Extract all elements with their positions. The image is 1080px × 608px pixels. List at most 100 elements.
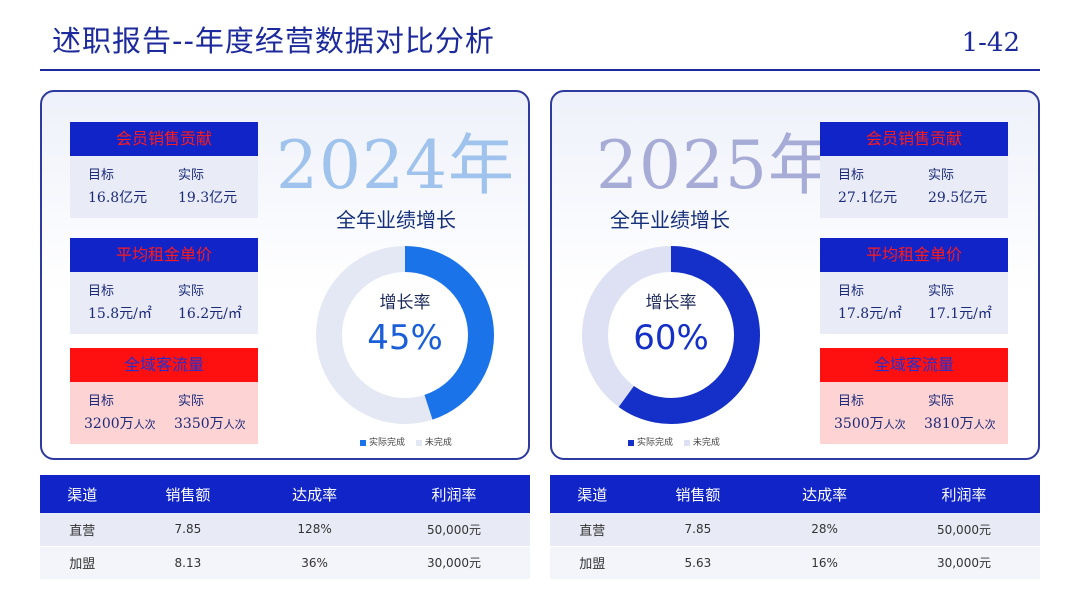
legend-undone: 未完成 [415, 438, 452, 448]
actual-value: 3350万人次 [174, 413, 246, 433]
actual-unit: 人次 [973, 418, 996, 431]
table-cell: 7.85 [634, 513, 762, 546]
target-value: 3200万人次 [84, 413, 156, 433]
table-row: 直营 7.85 128% 50,000元 [40, 513, 530, 546]
table-cell: 50,000元 [887, 513, 1040, 546]
target-value: 16.8亿元 [88, 190, 148, 206]
table-row: 加盟 5.63 16% 30,000元 [550, 545, 1040, 579]
donut-value: 60% [633, 318, 709, 358]
table-cell: 加盟 [550, 545, 635, 579]
table-cell: 30,000元 [377, 545, 530, 579]
col-channel: 渠道 [40, 475, 125, 513]
card-body: 目标 实际 17.8元/㎡ 17.1元/㎡ [820, 272, 1008, 334]
target-label: 目标 [88, 284, 115, 299]
card-traffic: 全域客流量 目标 实际 3200万人次 3350万人次 [70, 348, 258, 444]
target-label: 目标 [838, 168, 865, 183]
col-sales: 销售额 [124, 475, 252, 513]
card-avg-rent: 平均租金单价 目标 实际 17.8元/㎡ 17.1元/㎡ [820, 238, 1008, 334]
donut-completed-arc [618, 246, 760, 424]
card-body: 目标 实际 16.8亿元 19.3亿元 [70, 156, 258, 218]
col-sales: 销售额 [634, 475, 762, 513]
legend-undone-label: 未完成 [424, 438, 452, 448]
actual-label: 实际 [928, 168, 955, 183]
card-traffic: 全域客流量 目标 实际 3500万人次 3810万人次 [820, 348, 1008, 444]
legend-done-label: 实际完成 [637, 438, 674, 448]
actual-number: 3350万 [174, 416, 224, 432]
legend-done-label: 实际完成 [369, 438, 406, 448]
table-cell: 16% [761, 545, 888, 579]
col-profit: 利润率 [377, 475, 530, 513]
table-cell: 7.85 [124, 513, 252, 546]
card-title: 平均租金单价 [70, 238, 258, 272]
table-cell: 5.63 [634, 545, 762, 579]
legend-done-swatch [360, 439, 366, 446]
actual-label: 实际 [928, 394, 955, 409]
growth-subtitle: 全年业绩增长 [336, 208, 456, 232]
page-title: 述职报告--年度经营数据对比分析 [52, 24, 495, 58]
table-cell: 直营 [40, 513, 125, 546]
panel-2025: 2025年 全年业绩增长 增长率 60% 实际完成 未完成 会员销售贡献 目标 … [550, 90, 1040, 460]
actual-label: 实际 [178, 168, 205, 183]
year-heading: 2024年 [276, 127, 515, 204]
card-title: 会员销售贡献 [820, 122, 1008, 156]
legend-done-swatch [628, 439, 634, 446]
target-label: 目标 [838, 394, 865, 409]
col-achievement: 达成率 [251, 475, 378, 513]
target-label: 目标 [88, 394, 115, 409]
card-member-sales: 会员销售贡献 目标 实际 27.1亿元 29.5亿元 [820, 122, 1008, 218]
table-cell: 30,000元 [887, 545, 1040, 579]
donut-label: 增长率 [379, 293, 431, 313]
col-profit: 利润率 [887, 475, 1040, 513]
target-unit: 人次 [883, 418, 906, 431]
table-cell: 直营 [550, 513, 635, 546]
growth-subtitle: 全年业绩增长 [610, 208, 730, 232]
actual-value: 19.3亿元 [178, 190, 238, 206]
table-cell: 加盟 [40, 545, 125, 579]
table-cell: 8.13 [124, 545, 252, 579]
panel-2024: 会员销售贡献 目标 实际 16.8亿元 19.3亿元 平均租金单价 目标 实际 … [40, 90, 530, 460]
card-body: 目标 实际 15.8元/㎡ 16.2元/㎡ [70, 272, 258, 334]
actual-value: 16.2元/㎡ [178, 306, 242, 322]
card-body: 目标 实际 3500万人次 3810万人次 [820, 382, 1008, 444]
target-value: 27.1亿元 [838, 190, 898, 206]
legend-undone-swatch [683, 439, 690, 446]
legend-done: 实际完成 [628, 438, 673, 448]
actual-unit: 人次 [223, 418, 246, 431]
donut-legend: 实际完成 未完成 [360, 435, 460, 448]
card-title: 会员销售贡献 [70, 122, 258, 156]
growth-donut-chart [582, 246, 760, 424]
card-title: 全域客流量 [70, 348, 258, 382]
actual-label: 实际 [928, 284, 955, 299]
card-body: 目标 实际 3200万人次 3350万人次 [70, 382, 258, 444]
target-number: 3500万 [834, 416, 884, 432]
target-number: 3200万 [84, 416, 134, 432]
table-header-row: 渠道 销售额 达成率 利润率 [550, 475, 1040, 513]
legend-done: 实际完成 [360, 438, 405, 448]
target-label: 目标 [88, 168, 115, 183]
header-divider [40, 69, 1040, 71]
donut-value: 45% [367, 318, 443, 358]
legend-undone-label: 未完成 [692, 438, 720, 448]
table-cell: 36% [251, 545, 378, 579]
card-body: 目标 实际 27.1亿元 29.5亿元 [820, 156, 1008, 218]
actual-label: 实际 [178, 284, 205, 299]
channel-table-2024: 渠道 销售额 达成率 利润率 直营 7.85 128% 50,000元 加盟 8… [40, 475, 530, 579]
actual-value: 17.1元/㎡ [928, 306, 992, 322]
target-value: 15.8元/㎡ [88, 306, 152, 322]
actual-value: 3810万人次 [924, 413, 996, 433]
card-title: 平均租金单价 [820, 238, 1008, 272]
actual-label: 实际 [178, 394, 205, 409]
target-label: 目标 [838, 284, 865, 299]
donut-completed-arc [404, 246, 494, 420]
target-value: 17.8元/㎡ [838, 306, 902, 322]
col-achievement: 达成率 [761, 475, 888, 513]
page-number: 1-42 [961, 28, 1020, 58]
year-heading: 2025年 [596, 127, 835, 204]
table-cell: 128% [251, 513, 378, 546]
actual-number: 3810万 [924, 416, 974, 432]
donut-legend: 实际完成 未完成 [628, 435, 728, 448]
actual-value: 29.5亿元 [928, 190, 988, 206]
growth-donut-chart [316, 246, 494, 424]
table-row: 直营 7.85 28% 50,000元 [550, 513, 1040, 546]
table-cell: 28% [761, 513, 888, 546]
